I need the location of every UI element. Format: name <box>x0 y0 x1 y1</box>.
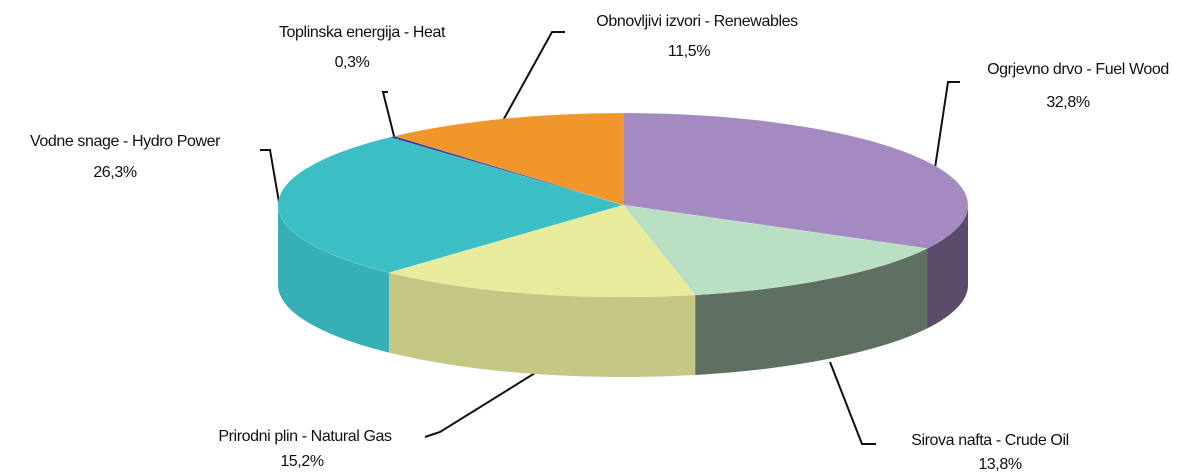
side-walls <box>278 205 968 377</box>
slice <box>622 204 928 296</box>
slice-label: Ogrjevno drvo - Fuel Wood <box>987 61 1169 78</box>
slices <box>277 112 969 298</box>
slice-label: Prirodni plin - Natural Gas <box>218 428 392 445</box>
value-label: 11,5% <box>668 43 710 60</box>
slice-side <box>695 248 928 375</box>
slice-label: Toplinska energija - Heat <box>279 24 446 41</box>
slice <box>388 204 696 298</box>
leader-line <box>499 31 565 127</box>
slice <box>622 112 969 249</box>
slice-side <box>278 205 390 353</box>
value-label: 0,3% <box>335 54 370 71</box>
leader-line <box>260 149 281 209</box>
slice-side <box>389 272 696 377</box>
leader-line <box>424 372 536 438</box>
value-label: 32,8% <box>1046 94 1090 111</box>
value-label: 13,8% <box>978 456 1022 473</box>
slice-label: Sirova nafta - Crude Oil <box>911 432 1069 449</box>
leader-line <box>381 91 396 141</box>
value-label: 15,2% <box>280 453 324 470</box>
slice <box>388 135 624 206</box>
leader-line <box>934 81 960 169</box>
slice-side <box>927 205 968 329</box>
leader-lines <box>260 31 960 445</box>
slice-label: Vodne snage - Hydro Power <box>30 133 221 150</box>
slice <box>393 112 624 206</box>
leader-line <box>829 361 876 445</box>
value-label: 26,3% <box>93 164 137 181</box>
slice <box>277 136 624 273</box>
slice-label: Obnovljivi izvori - Renewables <box>596 13 798 30</box>
